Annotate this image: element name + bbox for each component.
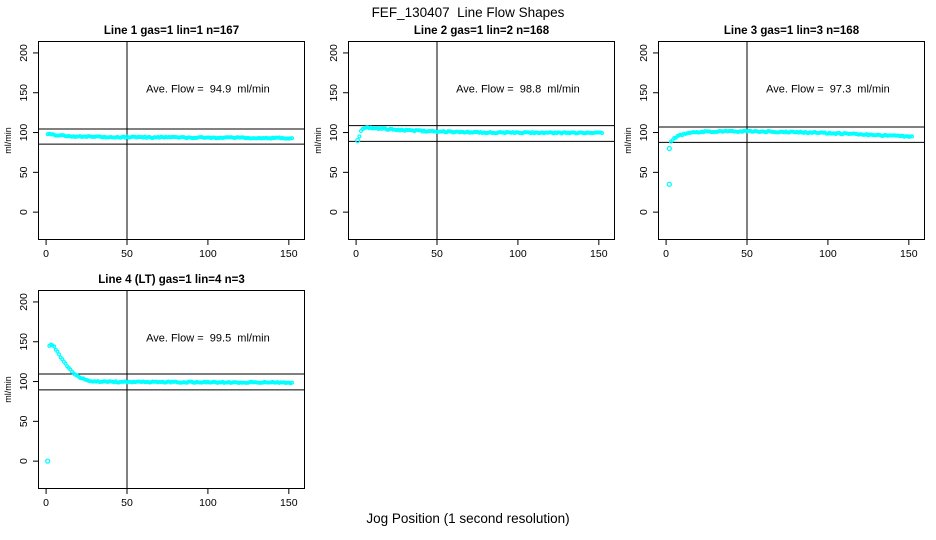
- outlier-point: [355, 137, 361, 144]
- x-tick-label: 150: [900, 248, 918, 260]
- y-tick-label: 100: [18, 124, 30, 142]
- y-tick-label: 200: [18, 44, 30, 62]
- y-axis-unit-label: ml/min: [3, 376, 13, 403]
- y-tick-label: 0: [18, 458, 30, 464]
- y-tick-label: 150: [18, 84, 30, 102]
- ave-flow-annotation: Ave. Flow = 98.8 ml/min: [456, 84, 580, 96]
- chart-title: FEF_130407 Line Flow Shapes: [371, 5, 565, 20]
- x-tick-label: 100: [199, 497, 217, 509]
- y-tick-label: 0: [18, 209, 30, 215]
- y-tick-label: 200: [328, 44, 340, 62]
- y-tick-label: 50: [638, 166, 650, 178]
- panel-title: Line 3 gas=1 lin=3 n=168: [724, 25, 860, 37]
- x-tick-label: 0: [663, 248, 669, 260]
- x-tick-label: 100: [509, 248, 527, 260]
- data-points: [355, 125, 605, 144]
- x-tick-label: 0: [43, 497, 49, 509]
- y-tick-label: 100: [18, 373, 30, 391]
- y-tick-label: 0: [638, 209, 650, 215]
- y-axis-unit-label: ml/min: [623, 127, 633, 154]
- ave-flow-annotation: Ave. Flow = 97.3 ml/min: [766, 84, 890, 96]
- x-tick-label: 0: [353, 248, 359, 260]
- plot-box: [348, 41, 615, 240]
- ave-flow-annotation: Ave. Flow = 99.5 ml/min: [146, 333, 270, 345]
- flow-panel-2: 0 50 100 150 0 50 100 150 200 Line 2 gas=1 lin=2 …: [313, 25, 615, 260]
- outlier-point: [45, 458, 51, 464]
- x-tick-label: 100: [819, 248, 837, 260]
- x-tick-label: 50: [741, 248, 753, 260]
- flow-panel-4: 0 50 100 150 0 50 100 150 200 Line 4 (LT) gas=1 l…: [3, 274, 305, 509]
- ave-flow-annotation: Ave. Flow = 94.9 ml/min: [146, 84, 270, 96]
- x-tick-label: 150: [590, 248, 608, 260]
- y-tick-label: 50: [18, 415, 30, 427]
- x-tick-label: 50: [121, 497, 133, 509]
- y-tick-label: 50: [18, 166, 30, 178]
- outlier-point: [666, 181, 672, 187]
- y-tick-label: 200: [18, 293, 30, 311]
- panel-title: Line 1 gas=1 lin=1 n=167: [104, 25, 239, 37]
- flow-panel-1: 0 50 100 150 0 50 100 150 200 Line 1 gas=1 lin=1 …: [3, 25, 305, 260]
- y-tick-label: 100: [638, 124, 650, 142]
- y-tick-label: 150: [638, 84, 650, 102]
- x-tick-label: 50: [121, 248, 133, 260]
- y-axis-unit-label: ml/min: [3, 127, 13, 154]
- x-tick-label: 50: [431, 248, 443, 260]
- flow-panel-3: 0 50 100 150 0 50 100 150 200 Line 3 gas=1 lin=3 …: [623, 25, 925, 260]
- panel-title: Line 2 gas=1 lin=2 n=168: [414, 25, 550, 37]
- y-tick-label: 0: [328, 209, 340, 215]
- x-tick-label: 100: [199, 248, 217, 260]
- data-points: [666, 128, 915, 187]
- plot-box: [658, 41, 925, 240]
- x-tick-label: 0: [43, 248, 49, 260]
- y-axis-unit-label: ml/min: [313, 127, 323, 154]
- y-tick-label: 100: [328, 124, 340, 142]
- y-tick-label: 150: [18, 333, 30, 351]
- x-tick-label: 150: [280, 248, 298, 260]
- plot-box: [38, 41, 305, 240]
- y-tick-label: 150: [328, 84, 340, 102]
- y-tick-label: 200: [638, 44, 650, 62]
- x-axis-label: Jog Position (1 second resolution): [366, 511, 570, 526]
- data-points: [45, 131, 295, 141]
- outlier-point: [666, 145, 672, 152]
- y-tick-label: 50: [328, 166, 340, 178]
- data-points: [45, 342, 295, 464]
- x-tick-label: 150: [280, 497, 298, 509]
- panel-title: Line 4 (LT) gas=1 lin=4 n=3: [98, 274, 244, 286]
